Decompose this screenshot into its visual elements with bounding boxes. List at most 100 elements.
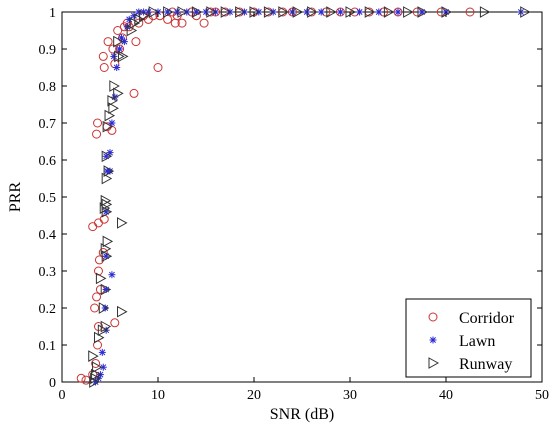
point-runway bbox=[103, 165, 115, 177]
point-runway bbox=[102, 235, 114, 248]
point-lawn bbox=[106, 149, 114, 157]
y-tick-label: 0.9 bbox=[39, 43, 57, 58]
point-runway bbox=[97, 324, 109, 337]
point-runway bbox=[108, 102, 119, 115]
point-runway bbox=[235, 6, 246, 18]
data-marks bbox=[76, 6, 531, 388]
point-corridor bbox=[211, 7, 221, 17]
point-corridor bbox=[170, 18, 180, 28]
point-runway bbox=[88, 350, 99, 362]
point-corridor bbox=[91, 359, 101, 368]
point-runway bbox=[220, 6, 232, 18]
y-tick-label: 0.5 bbox=[39, 191, 57, 206]
point-runway bbox=[364, 6, 376, 18]
point-lawn bbox=[303, 8, 311, 16]
point-runway bbox=[101, 172, 113, 185]
point-lawn bbox=[108, 119, 116, 127]
legend-box bbox=[405, 298, 532, 378]
point-corridor bbox=[177, 18, 187, 28]
y-axis-label: PRR bbox=[7, 182, 24, 213]
point-runway bbox=[109, 80, 120, 92]
point-runway bbox=[98, 302, 110, 314]
point-lawn bbox=[394, 8, 402, 16]
point-corridor bbox=[99, 63, 109, 72]
point-corridor bbox=[98, 51, 108, 61]
point-runway bbox=[292, 6, 304, 18]
point-runway bbox=[177, 6, 189, 18]
point-lawn bbox=[98, 348, 106, 356]
point-runway bbox=[479, 6, 491, 18]
point-corridor bbox=[93, 118, 103, 128]
point-runway bbox=[163, 6, 174, 18]
point-runway bbox=[113, 35, 124, 48]
point-runway bbox=[417, 6, 429, 18]
point-corridor bbox=[131, 37, 141, 47]
point-corridor bbox=[465, 7, 475, 17]
point-runway bbox=[100, 242, 112, 255]
legend-label-corridor: Corridor bbox=[459, 310, 515, 327]
point-lawn bbox=[106, 167, 114, 175]
axis-ticks: 0 10 20 30 40 50 0 0.1 0.2 0.3 0.4 0.5 0.6 0.7 0.8 0.9 1 bbox=[39, 6, 550, 403]
point-lawn bbox=[288, 8, 296, 16]
point-runway bbox=[403, 6, 414, 18]
point-lawn bbox=[110, 52, 118, 60]
point-runway bbox=[263, 6, 275, 18]
y-tick-label: 0.4 bbox=[39, 228, 57, 243]
point-runway bbox=[278, 6, 289, 18]
y-tick-label: 1 bbox=[49, 6, 56, 21]
point-runway bbox=[100, 283, 112, 296]
point-corridor bbox=[92, 292, 102, 302]
point-runway bbox=[102, 120, 114, 133]
point-runway bbox=[113, 87, 124, 100]
point-runway bbox=[100, 320, 112, 333]
point-lawn bbox=[108, 271, 116, 279]
y-tick-label: 0.3 bbox=[39, 265, 57, 280]
point-runway bbox=[383, 6, 395, 18]
y-tick-label: 0.8 bbox=[39, 80, 57, 95]
point-runway bbox=[101, 150, 113, 163]
point-runway bbox=[126, 24, 138, 37]
x-tick-label: 10 bbox=[151, 388, 165, 403]
point-corridor bbox=[199, 18, 209, 28]
legend-marker-lawn bbox=[429, 336, 437, 344]
legend-marker-corridor bbox=[428, 312, 438, 322]
point-runway bbox=[91, 368, 102, 381]
point-lawn bbox=[317, 8, 325, 16]
x-axis-label: SNR (dB) bbox=[270, 406, 334, 423]
x-tick-label: 0 bbox=[59, 388, 66, 403]
y-tick-label: 0.1 bbox=[39, 339, 57, 354]
point-runway bbox=[117, 217, 128, 229]
point-lawn bbox=[173, 8, 181, 16]
point-runway bbox=[148, 6, 160, 18]
point-corridor bbox=[92, 129, 102, 139]
point-corridor bbox=[76, 373, 86, 383]
point-runway bbox=[101, 198, 113, 211]
point-runway bbox=[117, 305, 128, 318]
point-corridor bbox=[110, 318, 120, 328]
point-corridor bbox=[113, 26, 123, 35]
x-tick-label: 50 bbox=[535, 388, 549, 403]
legend-label-runway: Runway bbox=[459, 356, 512, 373]
point-runway bbox=[89, 376, 100, 388]
point-runway bbox=[326, 6, 337, 18]
y-tick-label: 0.7 bbox=[39, 117, 57, 132]
point-runway bbox=[139, 9, 150, 22]
x-tick-label: 30 bbox=[343, 388, 357, 403]
point-runway bbox=[520, 6, 531, 18]
point-lawn bbox=[125, 15, 133, 23]
point-lawn bbox=[375, 8, 383, 16]
y-tick-label: 0.2 bbox=[39, 302, 57, 317]
y-tick-label: 0.6 bbox=[39, 154, 57, 169]
point-lawn bbox=[116, 45, 124, 53]
point-corridor bbox=[103, 37, 113, 47]
legend: Corridor Lawn Runway bbox=[405, 298, 532, 378]
point-corridor bbox=[115, 44, 125, 54]
point-runway bbox=[90, 372, 101, 385]
point-lawn bbox=[336, 8, 344, 16]
point-runway bbox=[117, 50, 129, 63]
point-lawn bbox=[144, 8, 152, 16]
point-runway bbox=[95, 272, 107, 285]
point-runway bbox=[191, 6, 203, 18]
